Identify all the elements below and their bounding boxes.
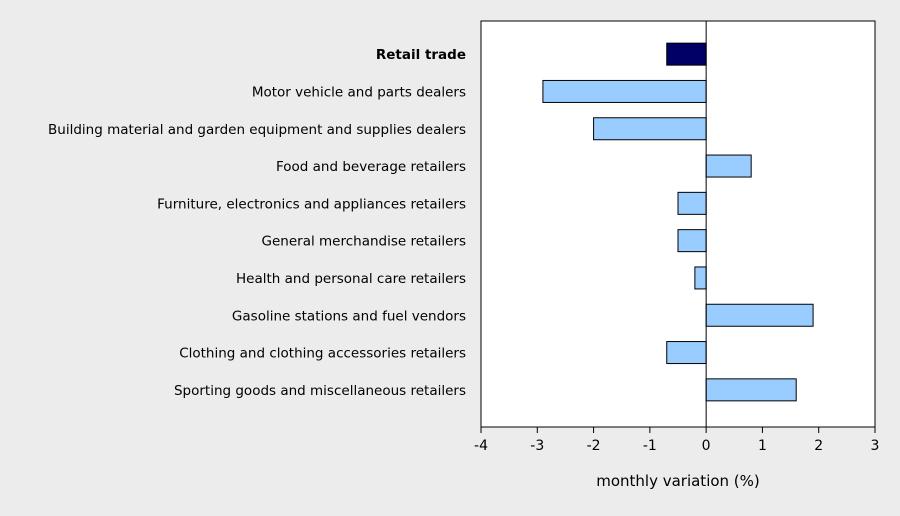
x-tick-label: -1 (643, 438, 657, 454)
category-label: Building material and garden equipment a… (48, 122, 466, 138)
category-label: Clothing and clothing accessories retail… (179, 346, 466, 362)
bar-2 (593, 117, 707, 141)
x-tick-label: 2 (814, 438, 823, 454)
bar-9 (705, 378, 797, 402)
x-axis-title: monthly variation (%) (596, 472, 760, 490)
x-tick-label: -3 (530, 438, 544, 454)
bar-1 (542, 79, 707, 103)
category-label: Sporting goods and miscellaneous retaile… (174, 383, 466, 399)
category-label: Furniture, electronics and appliances re… (157, 196, 466, 212)
bar-3 (705, 154, 752, 178)
category-label: Motor vehicle and parts dealers (252, 84, 466, 100)
x-axis: -4 -3 -2 -1 0 1 2 3 (474, 427, 879, 454)
category-label: Food and beverage retailers (276, 159, 466, 175)
category-label: Retail trade (376, 47, 466, 63)
category-label: General merchandise retailers (262, 234, 466, 250)
bar-5 (677, 229, 707, 253)
x-tick-label: -2 (587, 438, 601, 454)
bar-0 (666, 42, 707, 66)
category-label: Gasoline stations and fuel vendors (232, 308, 466, 324)
x-tick-label: 0 (702, 438, 711, 454)
x-tick-label: 3 (871, 438, 880, 454)
x-tick-label: 1 (758, 438, 767, 454)
category-label: Health and personal care retailers (236, 271, 466, 287)
bar-7 (705, 303, 814, 327)
x-tick-label: -4 (474, 438, 488, 454)
bar-8 (666, 341, 707, 365)
bar-6 (694, 266, 707, 290)
category-labels: Retail trade Motor vehicle and parts deal… (48, 47, 466, 399)
bar-4 (677, 191, 707, 215)
